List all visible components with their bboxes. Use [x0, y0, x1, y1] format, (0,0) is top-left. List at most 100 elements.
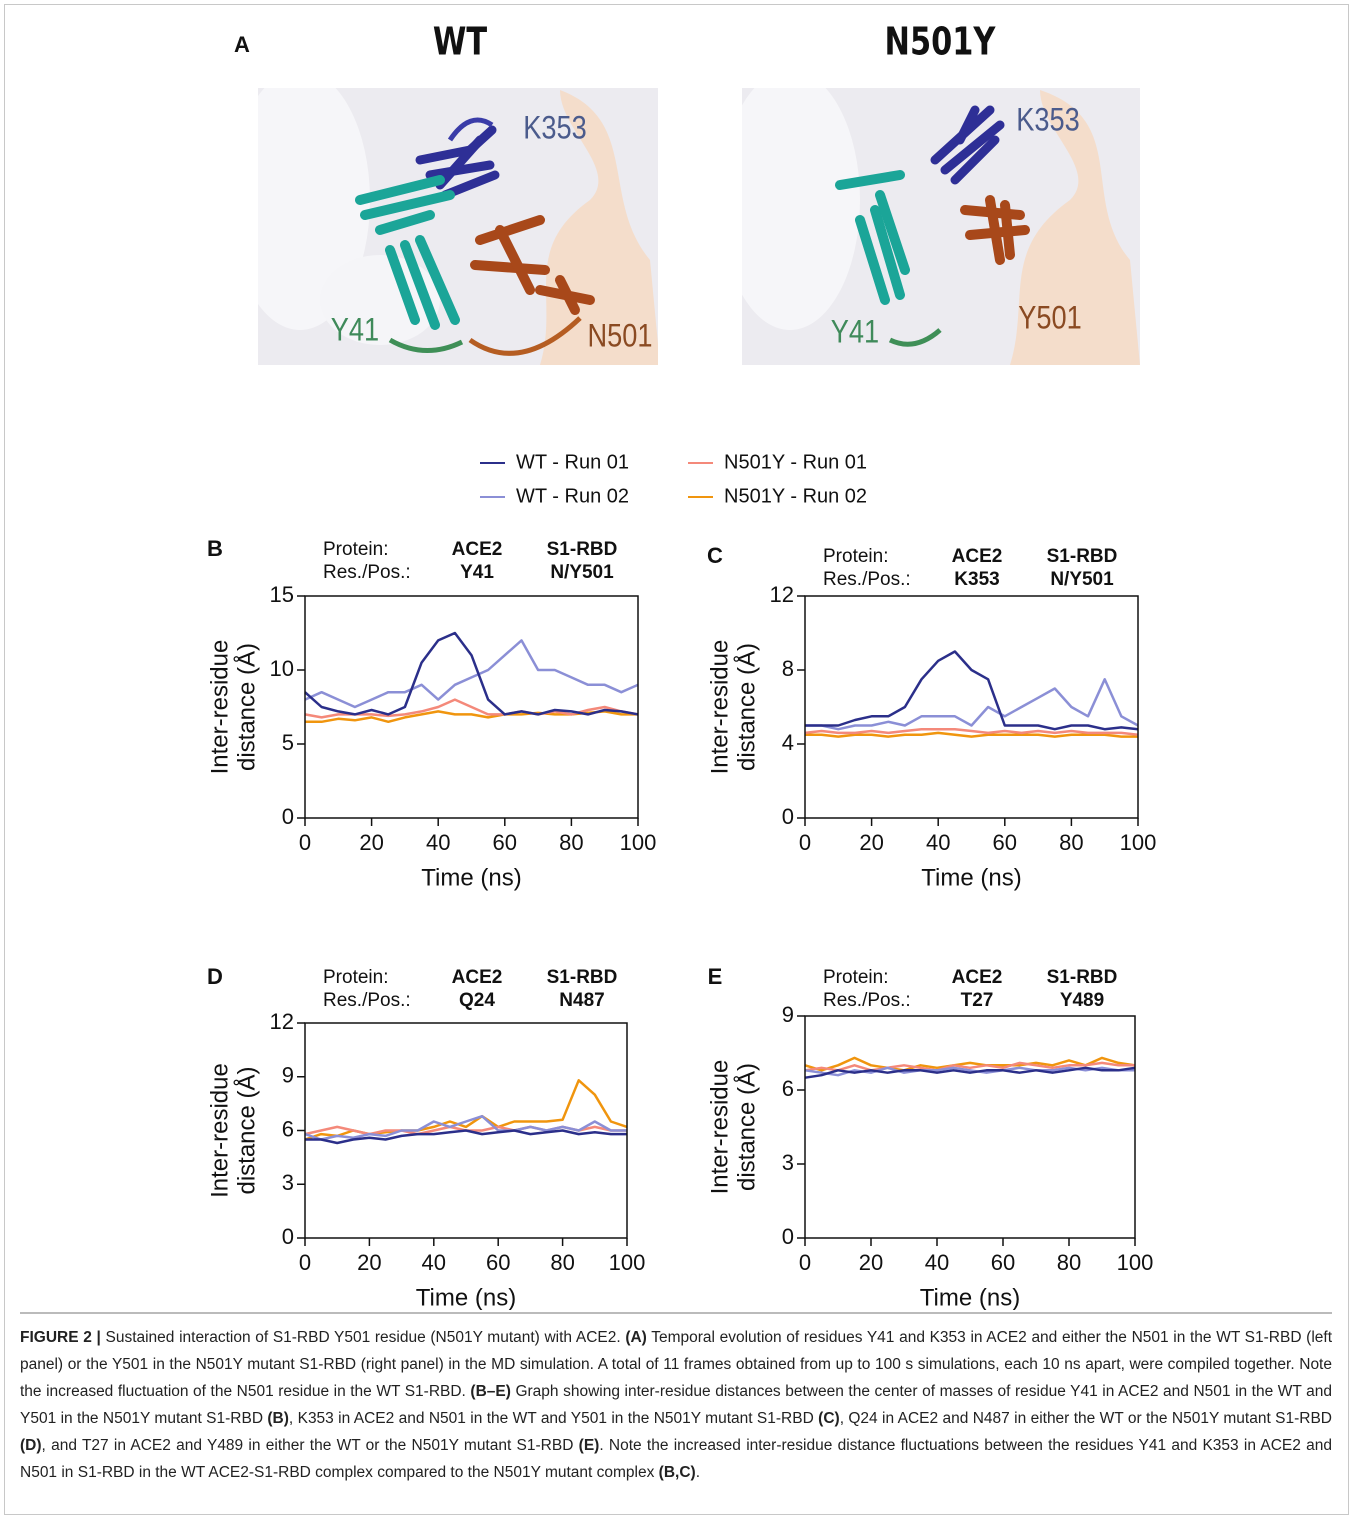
annotation: T27	[961, 990, 994, 1011]
caption-text: , and T27 in ACE2 and Y489 in either the…	[42, 1437, 579, 1454]
annotation: ACE2	[952, 967, 1003, 988]
x-tick-label: 100	[620, 830, 657, 855]
series-line	[305, 711, 638, 721]
annotation: Protein:	[323, 967, 388, 988]
x-tick-label: 60	[993, 830, 1017, 855]
caption-text: (B–E)	[470, 1383, 510, 1400]
annotation: Q24	[459, 990, 495, 1011]
y-tick-label: 9	[282, 1063, 294, 1088]
annotation: ACE2	[952, 546, 1003, 567]
caption-text: (C)	[818, 1410, 840, 1427]
y-tick-label: 4	[782, 730, 794, 755]
x-tick-label: 0	[799, 1250, 811, 1275]
structure-title: N501Y	[885, 20, 997, 64]
x-tick-label: 60	[493, 830, 517, 855]
series-line	[305, 640, 638, 707]
caption-text: FIGURE 2 |	[20, 1329, 101, 1346]
y-tick-label: 3	[282, 1170, 294, 1195]
x-tick-label: 100	[1120, 830, 1157, 855]
y-axis-title: distance (Å)	[732, 643, 760, 771]
legend-label: N501Y - Run 01	[724, 451, 867, 473]
series-line	[305, 633, 638, 714]
y-axis-title: Inter-residue	[706, 640, 733, 775]
panel-label: B	[207, 536, 223, 561]
y-axis-title: distance (Å)	[232, 1066, 260, 1194]
panel-label: E	[708, 964, 723, 989]
series-line	[805, 679, 1138, 729]
x-axis-title: Time (ns)	[416, 1284, 516, 1310]
annotation: Y41	[460, 562, 494, 583]
x-tick-label: 20	[357, 1250, 381, 1275]
annotation: N/Y501	[550, 562, 614, 583]
annotation: N487	[559, 990, 604, 1011]
y-axis-title: Inter-residue	[206, 1063, 233, 1198]
x-tick-label: 20	[359, 830, 383, 855]
caption-text: (B,C)	[659, 1464, 696, 1481]
x-tick-label: 60	[486, 1250, 510, 1275]
caption-text: (A)	[625, 1329, 647, 1346]
legend-label: WT - Run 02	[516, 485, 629, 507]
legend-label: N501Y - Run 02	[724, 485, 867, 507]
caption-text: , K353 in ACE2 and N501 in the WT and Y5…	[289, 1410, 818, 1427]
annotation: ACE2	[452, 967, 503, 988]
annotation: ACE2	[452, 539, 503, 560]
y-tick-label: 8	[782, 656, 794, 681]
x-axis-title: Time (ns)	[421, 864, 521, 891]
residue-label: N501	[587, 318, 652, 354]
residue-label: K353	[1016, 102, 1080, 138]
legend-label: WT - Run 01	[516, 451, 629, 473]
x-tick-label: 80	[1059, 830, 1083, 855]
caption-text: .	[696, 1464, 700, 1481]
x-tick-label: 40	[926, 830, 950, 855]
y-tick-label: 0	[282, 804, 294, 829]
x-axis-title: Time (ns)	[921, 864, 1021, 891]
y-axis-title: distance (Å)	[732, 1063, 760, 1191]
annotation: S1-RBD	[1047, 967, 1118, 988]
annotation: N/Y501	[1050, 569, 1114, 590]
x-tick-label: 0	[799, 830, 811, 855]
x-tick-label: 40	[925, 1250, 949, 1275]
caption-text: (D)	[20, 1437, 42, 1454]
x-tick-label: 0	[299, 830, 311, 855]
y-tick-label: 0	[282, 1224, 294, 1249]
annotation: Protein:	[323, 539, 388, 560]
annotation: S1-RBD	[547, 967, 618, 988]
residue-label: Y41	[331, 312, 379, 348]
annotation: Res./Pos.:	[323, 990, 411, 1011]
annotation: S1-RBD	[1047, 546, 1118, 567]
x-tick-label: 40	[426, 830, 450, 855]
annotation: Protein:	[823, 546, 888, 567]
panel-label: C	[707, 543, 723, 568]
caption-text: (B)	[267, 1410, 289, 1427]
y-tick-label: 6	[782, 1076, 794, 1101]
residue-label: Y41	[831, 314, 879, 350]
y-tick-label: 9	[782, 1002, 794, 1027]
annotation: Res./Pos.:	[823, 569, 911, 590]
y-tick-label: 0	[782, 1224, 794, 1249]
panel-label: D	[207, 964, 223, 989]
x-axis-title: Time (ns)	[920, 1284, 1020, 1310]
page: AWTK353Y41N501N501YK353Y41Y501WT - Run 0…	[0, 0, 1355, 1521]
y-tick-label: 15	[270, 582, 294, 607]
figure-caption: FIGURE 2 | Sustained interaction of S1-R…	[20, 1312, 1332, 1486]
series-line	[805, 729, 1138, 735]
caption-text: (E)	[579, 1437, 600, 1454]
x-tick-label: 20	[859, 830, 883, 855]
y-tick-label: 6	[282, 1116, 294, 1141]
y-axis-title: Inter-residue	[706, 1060, 733, 1195]
caption-text: Sustained interaction of S1-RBD Y501 res…	[101, 1329, 625, 1346]
y-axis-title: distance (Å)	[232, 643, 260, 771]
annotation: K353	[954, 569, 999, 590]
y-tick-label: 12	[270, 1009, 294, 1034]
x-tick-label: 100	[609, 1250, 646, 1275]
annotation: Y489	[1060, 990, 1104, 1011]
x-tick-label: 20	[859, 1250, 883, 1275]
residue-label: K353	[523, 110, 587, 146]
structure-title: WT	[433, 20, 488, 64]
annotation: Protein:	[823, 967, 888, 988]
x-tick-label: 40	[422, 1250, 446, 1275]
annotation: S1-RBD	[547, 539, 618, 560]
residue-label: Y501	[1018, 300, 1082, 336]
caption-text: , Q24 in ACE2 and N487 in either the WT …	[840, 1410, 1332, 1427]
